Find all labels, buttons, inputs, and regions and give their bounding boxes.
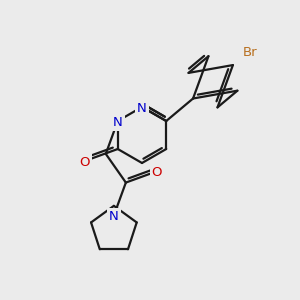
Text: Br: Br <box>242 46 257 59</box>
Text: O: O <box>80 156 90 169</box>
Text: O: O <box>152 166 162 179</box>
Text: N: N <box>137 102 147 115</box>
Text: N: N <box>109 210 119 224</box>
Text: N: N <box>113 116 123 129</box>
